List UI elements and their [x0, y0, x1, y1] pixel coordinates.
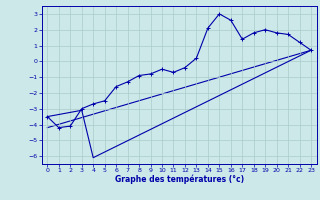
X-axis label: Graphe des températures (°c): Graphe des températures (°c) [115, 175, 244, 184]
